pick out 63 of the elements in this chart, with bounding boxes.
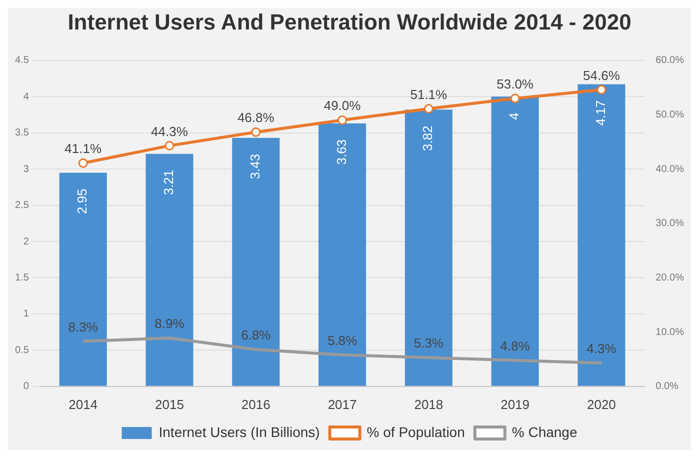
- y2-tick-label: 50.0%: [656, 109, 684, 120]
- y-tick-label: 3.5: [14, 128, 30, 139]
- bar: [232, 138, 280, 386]
- y-tick-label: 0: [23, 381, 30, 392]
- data-label: 51.1%: [410, 86, 448, 102]
- point: [510, 94, 520, 104]
- data-label: 2.95: [74, 188, 90, 214]
- y-tick-label: 2: [23, 236, 30, 248]
- bar: [59, 172, 107, 386]
- point: [251, 127, 261, 137]
- y-tick-label: 3: [23, 164, 30, 175]
- y-tick-label: 1: [23, 308, 30, 320]
- y2-tick-label: 10.0%: [656, 326, 684, 338]
- data-label: 3.63: [334, 139, 349, 165]
- data-label: 8.3%: [68, 319, 98, 334]
- data-label: 53.0%: [496, 76, 534, 92]
- bar: [318, 123, 366, 386]
- data-label: 6.8%: [241, 328, 272, 343]
- legend-label: % Change: [512, 424, 578, 440]
- y-tick-label: 0.5: [14, 344, 30, 356]
- y2-tick-label: 20.0%: [656, 272, 684, 284]
- legend-label: Internet Users (In Billions): [158, 424, 320, 440]
- data-label: 3.21: [161, 170, 176, 196]
- x-tick-label: 2017: [328, 396, 357, 412]
- data-label: 5.3%: [414, 336, 444, 351]
- bar: [146, 154, 194, 386]
- y-tick-label: 4.5: [14, 55, 30, 66]
- x-tick-label: 2014: [68, 396, 98, 412]
- data-label: 3.43: [247, 154, 262, 180]
- bar: [491, 96, 539, 386]
- data-label: 49.0%: [324, 98, 362, 114]
- data-label: 44.3%: [151, 124, 188, 139]
- y2-tick-label: 30.0%: [656, 218, 684, 230]
- bar: [404, 110, 452, 386]
- data-label: 4: [506, 112, 522, 120]
- x-tick-label: 2015: [155, 396, 184, 412]
- y-tick-label: 1.5: [14, 272, 30, 284]
- chart-title: Internet Users And Penetration Worldwide 2014 - 2020: [68, 9, 632, 34]
- data-label: 4.8%: [500, 338, 530, 354]
- x-tick-label: 2018: [414, 396, 444, 412]
- y2-tick-label: 60.0%: [656, 55, 684, 66]
- data-label: 41.1%: [64, 141, 102, 156]
- x-tick-label: 2019: [500, 396, 530, 412]
- y-tick-label: 4: [23, 91, 30, 102]
- data-label: 5.8%: [327, 332, 358, 348]
- data-label: 4.17: [593, 100, 608, 126]
- y-tick-label: 2.5: [14, 200, 30, 212]
- point: [78, 158, 88, 168]
- data-label: 4.3%: [586, 341, 617, 356]
- data-label: 3.82: [420, 126, 436, 151]
- y2-tick-label: 0.0%: [656, 381, 679, 392]
- point: [424, 104, 434, 114]
- point: [338, 115, 348, 125]
- bar: [578, 84, 626, 386]
- x-tick-label: 2020: [586, 396, 616, 412]
- legend-label: % of Population: [366, 424, 465, 440]
- data-label: 46.8%: [237, 110, 275, 126]
- x-tick-label: 2016: [241, 396, 270, 412]
- point: [596, 84, 606, 94]
- data-label: 54.6%: [583, 68, 620, 83]
- point: [164, 140, 174, 150]
- data-label: 8.9%: [154, 316, 185, 332]
- y2-tick-label: 40.0%: [656, 164, 684, 175]
